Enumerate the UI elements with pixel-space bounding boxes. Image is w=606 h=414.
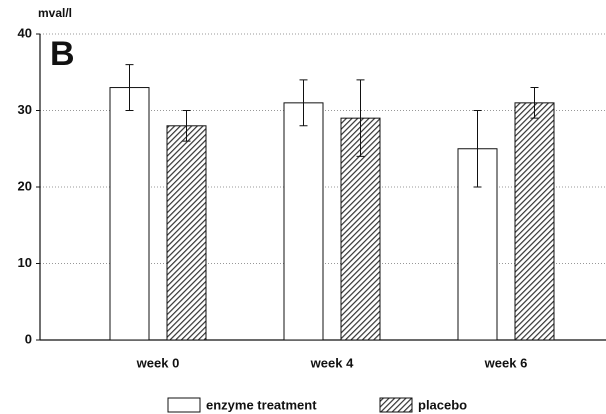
x-tick-label: week 0 — [136, 355, 180, 370]
x-tick-label: week 4 — [310, 355, 354, 370]
error-bar — [530, 87, 539, 119]
panel-label: B — [50, 35, 75, 73]
y-axis-label: mval/l — [38, 6, 72, 20]
bar — [109, 87, 150, 341]
bar — [283, 102, 324, 341]
error-bar — [125, 64, 134, 111]
y-tick-label: 40 — [18, 25, 32, 40]
legend-swatch — [167, 397, 201, 413]
error-bar — [356, 79, 365, 157]
legend-swatch — [379, 397, 413, 413]
bar — [166, 125, 207, 341]
error-bar — [182, 110, 191, 142]
error-bar — [299, 79, 308, 127]
y-tick-label: 10 — [18, 255, 32, 270]
y-tick-label: 0 — [25, 331, 32, 346]
y-tick-label: 20 — [18, 178, 32, 193]
error-bar — [473, 110, 482, 188]
x-tick-label: week 6 — [484, 355, 528, 370]
legend-label: placebo — [418, 397, 467, 412]
y-tick-label: 30 — [18, 102, 32, 117]
bar — [514, 102, 555, 341]
legend-label: enzyme treatment — [206, 397, 317, 412]
